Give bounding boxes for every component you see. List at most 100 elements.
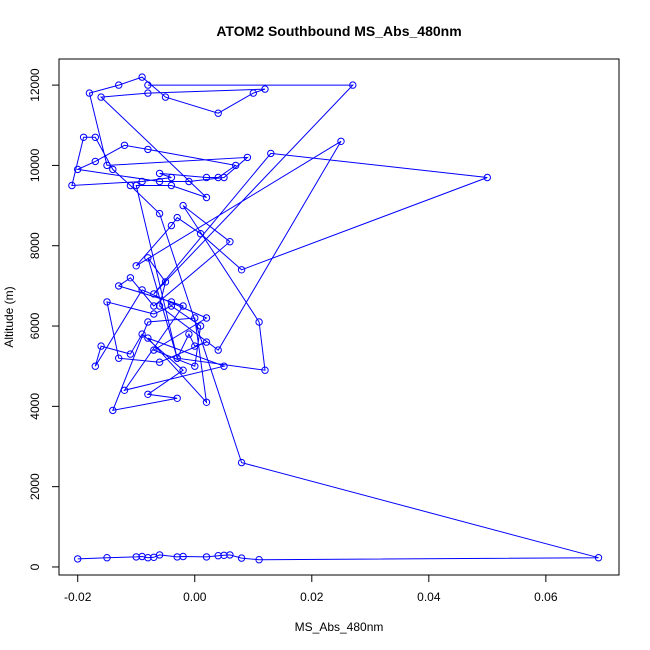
data-point — [144, 89, 152, 97]
data-point — [150, 310, 158, 318]
data-point — [126, 350, 135, 358]
data-point — [214, 109, 222, 117]
chart-title: ATOM2 Southbound MS_Abs_480nm — [216, 23, 461, 39]
data-point — [155, 209, 164, 218]
data-point — [155, 551, 164, 559]
y-tick-label: 12000 — [28, 68, 42, 102]
x-axis-label: MS_Abs_480nm — [295, 620, 384, 634]
x-tick-label: 0.04 — [417, 590, 441, 604]
x-tick-label: -0.02 — [64, 590, 92, 604]
data-point — [267, 149, 275, 158]
y-axis: 0 2000 4000 6000 8000 10000 12000 — [28, 68, 60, 570]
data-point — [97, 93, 105, 101]
data-point — [167, 221, 176, 230]
data-point — [150, 346, 158, 354]
data-point — [202, 173, 211, 182]
data-point — [173, 354, 181, 362]
data-point — [167, 302, 176, 310]
data-point — [138, 73, 146, 81]
data-point — [232, 161, 240, 170]
data-point — [173, 213, 181, 222]
data-point — [226, 551, 234, 559]
data-point — [155, 302, 164, 310]
data-point — [179, 552, 187, 561]
data-point — [132, 181, 140, 190]
data-point — [138, 177, 146, 186]
data-point — [144, 390, 152, 398]
data-point — [185, 177, 193, 186]
y-tick-label: 4000 — [28, 393, 42, 420]
data-point — [120, 141, 129, 150]
data-point — [103, 554, 111, 562]
data-series — [68, 73, 603, 564]
data-point — [173, 394, 181, 402]
data-point — [179, 366, 187, 374]
data-point — [167, 173, 176, 182]
y-tick-label: 0 — [28, 563, 42, 570]
data-point — [237, 266, 246, 274]
data-point — [150, 302, 158, 310]
data-point — [255, 556, 263, 564]
data-point — [144, 318, 152, 326]
data-point — [337, 137, 345, 146]
y-tick-label: 2000 — [28, 473, 42, 500]
data-point — [103, 161, 111, 170]
data-point — [85, 89, 94, 97]
data-point — [214, 346, 222, 354]
y-tick-label: 10000 — [28, 148, 42, 182]
y-tick-label: 8000 — [28, 232, 42, 259]
y-axis-label: Altitude (m) — [2, 286, 16, 347]
data-point — [167, 181, 176, 190]
x-tick-label: 0.00 — [183, 590, 207, 604]
data-point — [226, 238, 234, 246]
data-point — [214, 173, 222, 182]
data-point — [97, 342, 105, 350]
data-point — [120, 386, 129, 394]
x-tick-label: 0.06 — [534, 590, 558, 604]
data-point — [237, 554, 246, 562]
data-point — [167, 298, 176, 306]
y-tick-label: 6000 — [28, 312, 42, 339]
data-point — [68, 181, 76, 190]
data-point — [138, 330, 146, 338]
data-point — [179, 201, 187, 210]
data-point — [185, 330, 193, 338]
data-point — [191, 342, 199, 350]
data-point — [202, 314, 211, 322]
data-point — [138, 286, 146, 294]
x-tick-label: 0.02 — [300, 590, 324, 604]
data-point — [214, 552, 222, 560]
data-point — [91, 133, 100, 142]
data-point — [202, 398, 211, 406]
data-point — [109, 406, 117, 415]
data-point — [202, 553, 211, 561]
data-point — [132, 262, 140, 270]
data-point — [161, 278, 170, 286]
data-point — [191, 362, 199, 370]
data-point — [115, 354, 123, 362]
data-point — [202, 193, 211, 202]
data-point — [220, 173, 228, 182]
data-point — [196, 322, 205, 330]
data-point — [115, 81, 123, 89]
data-point — [161, 93, 170, 101]
data-point — [202, 338, 211, 346]
data-point — [155, 169, 164, 178]
data-point — [74, 555, 82, 563]
data-point — [261, 85, 269, 93]
data-point — [109, 165, 117, 174]
data-point — [349, 81, 357, 89]
data-point — [126, 181, 135, 190]
data-point — [594, 554, 603, 562]
data-point — [144, 81, 152, 89]
data-point — [74, 165, 82, 174]
data-point — [191, 314, 199, 322]
data-point — [126, 274, 135, 282]
data-point — [155, 177, 164, 186]
data-point — [144, 254, 152, 262]
data-point — [249, 89, 258, 97]
data-point — [91, 157, 100, 166]
x-axis: -0.02 0.00 0.02 0.04 0.06 — [64, 574, 558, 604]
data-point — [196, 230, 205, 238]
data-point — [483, 173, 491, 182]
